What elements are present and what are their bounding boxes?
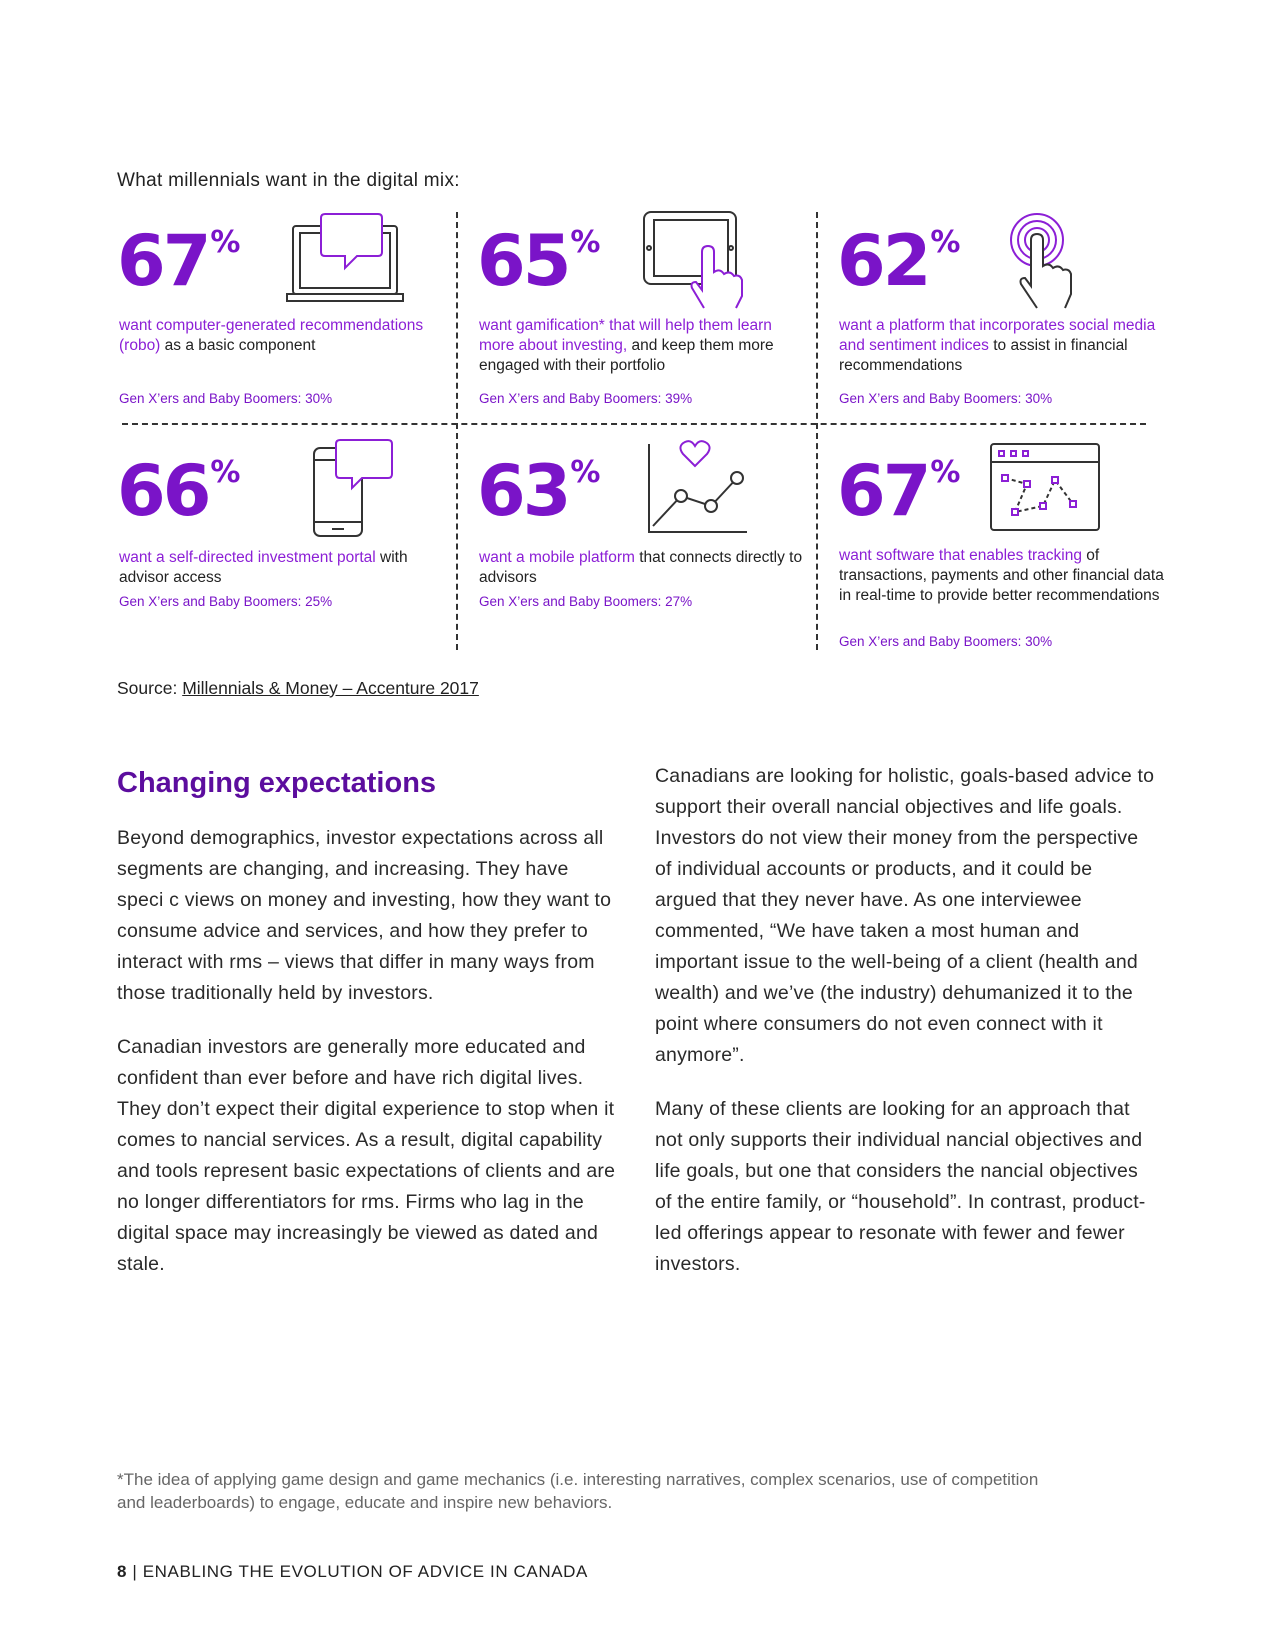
stat-description: want a mobile platform that connects dir… (479, 549, 803, 586)
page-number: 8 (117, 1562, 128, 1581)
document-title: ENABLING THE EVOLUTION OF ADVICE IN CANA… (142, 1562, 588, 1581)
stat-percentage: 63% (477, 450, 601, 532)
stat-description: want computer-generated recommendations … (119, 317, 424, 354)
stat-card-robo: 67% want computer-generated recommendati… (117, 213, 447, 416)
stat-comparison: Gen X’ers and Baby Boomers: 30% (839, 391, 1053, 406)
right-column: Canadians are looking for holistic, goal… (655, 761, 1155, 1303)
footer-separator: | (127, 1562, 143, 1581)
footnote: *The idea of applying game design and ga… (117, 1470, 1039, 1512)
stat-comparison: Gen X’ers and Baby Boomers: 30% (839, 634, 1053, 649)
body-paragraph: Many of these clients are looking for an… (655, 1098, 1146, 1275)
stat-comparison: Gen X’ers and Baby Boomers: 27% (479, 594, 693, 609)
intro-text: What millennials want in the digital mix… (117, 170, 460, 191)
source-label: Source: (117, 678, 183, 698)
stat-card-tracking-software: 67% want software that enables tracking … (837, 443, 1167, 656)
touch-hand-icon (1010, 213, 1072, 309)
stat-percentage: 62% (837, 220, 961, 302)
stat-card-self-directed: 66% want a self-directed investment port… (117, 439, 447, 626)
stat-percentage: 67% (117, 220, 241, 302)
stat-comparison: Gen X’ers and Baby Boomers: 30% (119, 391, 333, 406)
stat-percentage: 67% (837, 450, 961, 532)
stat-percentage: 65% (477, 220, 601, 302)
tablet-touch-icon (643, 211, 743, 309)
stat-card-social-media: 62% want a platform that incorporates so… (837, 213, 1167, 416)
stat-comparison: Gen X’ers and Baby Boomers: 39% (479, 391, 693, 406)
mobile-chat-icon (313, 439, 393, 537)
stat-card-mobile-platform: 63% want a mobile platform that connects… (477, 440, 807, 626)
stat-description: want software that enables tracking of t… (839, 547, 1164, 604)
page-footer: 8 | ENABLING THE EVOLUTION OF ADVICE IN … (117, 1562, 588, 1582)
horizontal-divider (122, 423, 1146, 425)
stat-card-gamification: 65% want gamification* that will help th… (477, 211, 807, 416)
section-heading: Changing expectations (117, 767, 437, 799)
browser-tracking-icon (990, 443, 1100, 531)
heart-line-chart-icon (648, 440, 747, 533)
source-citation: Source: Millennials & Money – Accenture … (117, 678, 479, 699)
source-link[interactable]: Millennials & Money – Accenture 2017 (182, 678, 479, 698)
stat-description: want a self-directed investment portal w… (119, 549, 408, 586)
stat-description: want gamification* that will help them l… (479, 317, 774, 374)
body-paragraph: Beyond demographics, investor expectatio… (117, 827, 612, 1004)
laptop-chat-icon (286, 213, 404, 302)
body-paragraph: Canadian investors are generally more ed… (117, 1036, 616, 1275)
stat-percentage: 66% (117, 450, 241, 532)
stat-comparison: Gen X’ers and Baby Boomers: 25% (119, 594, 333, 609)
body-paragraph: Canadians are looking for holistic, goal… (655, 765, 1155, 1066)
stat-description: want a platform that incorporates social… (839, 317, 1156, 374)
left-column: Beyond demographics, investor expectatio… (117, 823, 617, 1303)
vertical-divider-2 (816, 212, 818, 650)
vertical-divider-1 (456, 212, 458, 650)
